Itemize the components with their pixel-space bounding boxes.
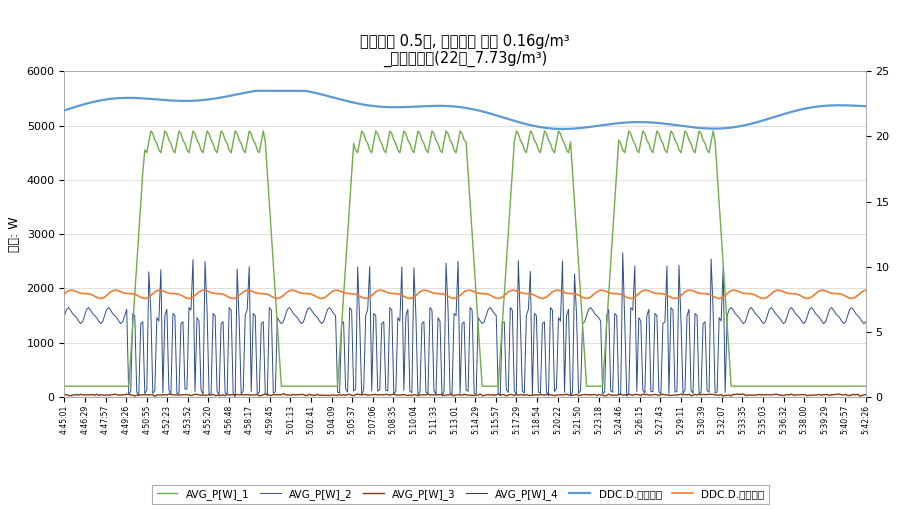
AVG_P[W]_1 bbox=[563, 150, 574, 156]
DDC.D.실내온도 bbox=[646, 120, 657, 126]
DDC.D.실내습도 bbox=[537, 295, 548, 301]
AVG_P[W]_1 bbox=[156, 150, 167, 156]
AVG_P[W]_1 bbox=[641, 137, 652, 143]
Legend: AVG_P[W]_1, AVG_P[W]_2, AVG_P[W]_3, AVG_P[W]_4, DDC.D.실내온도, DDC.D.실내습도: AVG_P[W]_1, AVG_P[W]_2, AVG_P[W]_3, AVG_… bbox=[152, 485, 769, 504]
AVG_P[W]_4 bbox=[860, 394, 871, 400]
AVG_P[W]_3 bbox=[860, 391, 871, 398]
AVG_P[W]_4 bbox=[320, 394, 331, 400]
DDC.D.실내온도 bbox=[860, 103, 871, 109]
DDC.D.실내습도 bbox=[646, 289, 657, 295]
AVG_P[W]_3 bbox=[157, 392, 169, 398]
AVG_P[W]_2 bbox=[646, 388, 657, 394]
AVG_P[W]_3 bbox=[324, 392, 335, 399]
AVG_P[W]_3 bbox=[380, 391, 391, 398]
DDC.D.실내온도 bbox=[567, 126, 578, 132]
AVG_P[W]_2 bbox=[617, 250, 628, 256]
AVG_P[W]_4 bbox=[641, 394, 652, 400]
DDC.D.실내온도 bbox=[59, 107, 70, 114]
AVG_P[W]_3 bbox=[641, 391, 652, 398]
AVG_P[W]_4 bbox=[637, 394, 648, 400]
AVG_P[W]_4 bbox=[156, 394, 167, 400]
AVG_P[W]_2 bbox=[860, 319, 871, 325]
DDC.D.실내습도 bbox=[59, 291, 70, 297]
DDC.D.실내습도 bbox=[157, 288, 169, 294]
AVG_P[W]_1 bbox=[860, 383, 871, 389]
DDC.D.실내습도 bbox=[641, 287, 652, 293]
AVG_P[W]_1 bbox=[637, 128, 648, 134]
DDC.D.실내습도 bbox=[860, 287, 871, 293]
AVG_P[W]_2 bbox=[379, 319, 390, 325]
Title: 온도편차 0.5도, 절대습도 편차 0.16g/m³
_목표온습도(22도_7.73g/m³): 온도편차 0.5도, 절대습도 편차 0.16g/m³ _목표온습도(22도_7… bbox=[360, 34, 570, 67]
AVG_P[W]_2 bbox=[565, 392, 576, 399]
DDC.D.실내온도 bbox=[156, 97, 167, 103]
AVG_P[W]_2 bbox=[59, 313, 70, 319]
AVG_P[W]_4 bbox=[377, 394, 388, 400]
DDC.D.실내습도 bbox=[379, 288, 390, 294]
DDC.D.실내습도 bbox=[567, 291, 578, 297]
AVG_P[W]_4 bbox=[563, 394, 574, 400]
DDC.D.실내온도 bbox=[379, 104, 390, 110]
Line: DDC.D.실내온도: DDC.D.실내온도 bbox=[64, 91, 866, 129]
AVG_P[W]_3 bbox=[149, 393, 160, 399]
DDC.D.실내습도 bbox=[65, 287, 76, 293]
AVG_P[W]_3 bbox=[59, 392, 70, 398]
DDC.D.실내온도 bbox=[557, 126, 568, 132]
AVG_P[W]_1 bbox=[320, 383, 331, 389]
AVG_P[W]_1 bbox=[377, 140, 388, 147]
AVG_P[W]_3 bbox=[278, 390, 289, 397]
DDC.D.실내온도 bbox=[641, 119, 652, 125]
AVG_P[W]_1 bbox=[651, 128, 662, 134]
Line: AVG_P[W]_1: AVG_P[W]_1 bbox=[64, 131, 866, 386]
DDC.D.실내습도 bbox=[322, 292, 333, 298]
AVG_P[W]_2 bbox=[229, 394, 240, 400]
AVG_P[W]_3 bbox=[567, 392, 578, 399]
AVG_P[W]_2 bbox=[641, 313, 652, 319]
Line: DDC.D.실내습도: DDC.D.실내습도 bbox=[64, 290, 866, 298]
Y-axis label: 단위: W: 단위: W bbox=[8, 216, 21, 252]
Line: AVG_P[W]_2: AVG_P[W]_2 bbox=[64, 253, 866, 397]
AVG_P[W]_3 bbox=[646, 392, 657, 398]
Line: AVG_P[W]_3: AVG_P[W]_3 bbox=[64, 393, 866, 396]
AVG_P[W]_1 bbox=[59, 383, 70, 389]
DDC.D.실내온도 bbox=[322, 93, 333, 99]
DDC.D.실내온도 bbox=[251, 88, 262, 94]
AVG_P[W]_2 bbox=[156, 267, 167, 273]
AVG_P[W]_4 bbox=[59, 394, 70, 400]
AVG_P[W]_2 bbox=[322, 306, 333, 313]
